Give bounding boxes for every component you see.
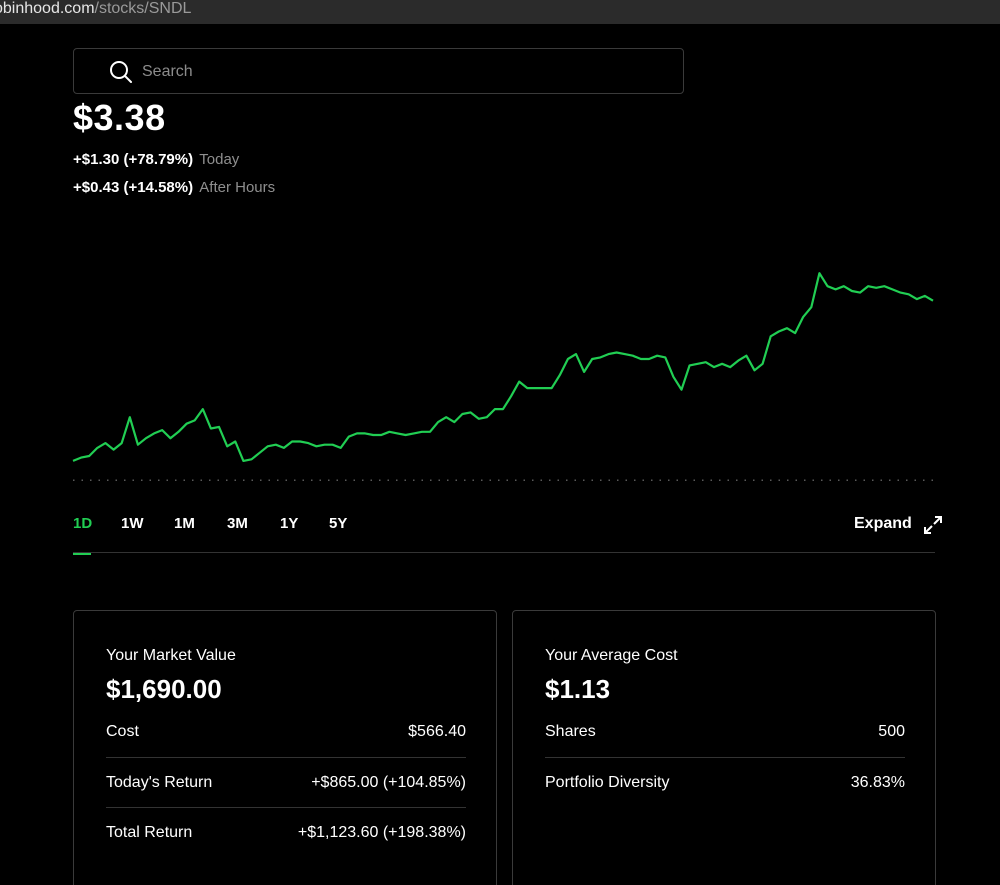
shares-label: Shares <box>545 723 596 740</box>
price-line <box>72 272 934 462</box>
today-change-label: Today <box>199 151 240 168</box>
range-tab-5y[interactable]: 5Y <box>329 515 348 532</box>
shares-value: 500 <box>878 723 905 740</box>
expand-icon[interactable] <box>922 514 944 536</box>
after-hours-change-value: +$0.43 (+14.58%) <box>73 179 194 196</box>
todays-return-row: Today's Return +$865.00 (+104.85%) <box>106 757 466 807</box>
market-value-amount: $1,690.00 <box>106 674 222 704</box>
after-hours-change: +$0.43 (+14.58%) After Hours <box>73 179 275 196</box>
range-tab-1m[interactable]: 1M <box>174 515 195 532</box>
total-return-row: Total Return +$1,123.60 (+198.38%) <box>106 807 466 857</box>
portfolio-diversity-value: 36.83% <box>850 773 905 791</box>
range-tab-1w[interactable]: 1W <box>121 515 144 532</box>
search-input[interactable] <box>142 60 662 84</box>
average-cost-title: Your Average Cost <box>545 647 678 664</box>
portfolio-diversity-label: Portfolio Diversity <box>545 773 670 791</box>
cost-value: $566.40 <box>408 723 466 740</box>
range-tab-3m[interactable]: 3M <box>227 515 248 532</box>
range-divider <box>73 552 935 553</box>
expand-button[interactable]: Expand <box>854 515 912 532</box>
url-host: obinhood.com <box>0 0 95 17</box>
today-change: +$1.30 (+78.79%) Today <box>73 151 239 168</box>
search-box[interactable] <box>73 48 684 94</box>
total-return-value: +$1,123.60 (+198.38%) <box>297 823 466 841</box>
browser-url-bar[interactable]: obinhood.com/stocks/SNDL <box>0 0 1000 24</box>
after-hours-change-label: After Hours <box>199 179 276 196</box>
search-icon <box>110 61 132 83</box>
cost-row: Cost $566.40 <box>106 707 466 757</box>
todays-return-value: +$865.00 (+104.85%) <box>311 773 466 791</box>
active-range-underline <box>73 552 91 555</box>
average-cost-card: Your Average Cost $1.13 Shares 500 Portf… <box>512 610 936 885</box>
market-value-title: Your Market Value <box>106 647 236 664</box>
url-path: /stocks/SNDL <box>94 0 192 17</box>
market-value-card: Your Market Value $1,690.00 Cost $566.40… <box>73 610 497 885</box>
average-cost-amount: $1.13 <box>545 674 611 704</box>
range-tab-1d[interactable]: 1D <box>73 515 93 532</box>
today-change-value: +$1.30 (+78.79%) <box>73 151 194 168</box>
total-return-label: Total Return <box>106 823 193 841</box>
portfolio-diversity-row: Portfolio Diversity 36.83% <box>545 757 905 807</box>
stock-price: $3.38 <box>73 97 166 135</box>
todays-return-label: Today's Return <box>106 773 213 791</box>
range-tab-1y[interactable]: 1Y <box>280 515 299 532</box>
price-chart[interactable] <box>70 215 940 490</box>
cost-label: Cost <box>106 723 139 740</box>
time-range-tabs: 1D 1W 1M 3M 1Y 5Y <box>73 515 935 555</box>
shares-row: Shares 500 <box>545 707 905 757</box>
